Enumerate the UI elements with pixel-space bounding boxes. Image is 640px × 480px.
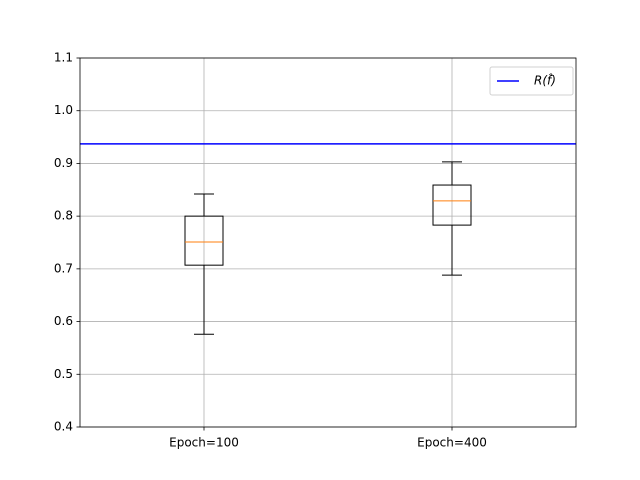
legend-label: R(f̂) [534, 73, 556, 87]
legend-box [489, 66, 574, 96]
y-tick-label: 0.7 [54, 261, 73, 275]
y-tick-label: 0.8 [54, 209, 73, 223]
y-tick-label: 0.6 [54, 314, 73, 328]
y-tick-label: 1.0 [54, 103, 73, 117]
x-tick-label: Epoch=400 [417, 436, 487, 450]
y-tick-label: 0.5 [54, 367, 73, 381]
box [184, 215, 224, 266]
plot-frame [79, 57, 577, 428]
x-tick-label: Epoch=100 [169, 436, 239, 450]
y-tick-label: 0.9 [54, 156, 73, 170]
y-tick-label: 0.4 [54, 420, 73, 434]
box [432, 184, 472, 226]
y-tick-label: 1.1 [54, 51, 73, 65]
